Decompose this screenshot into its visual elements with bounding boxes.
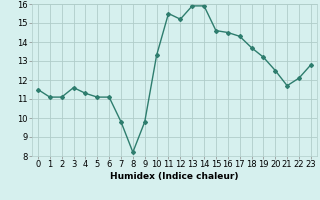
X-axis label: Humidex (Indice chaleur): Humidex (Indice chaleur) xyxy=(110,172,239,181)
